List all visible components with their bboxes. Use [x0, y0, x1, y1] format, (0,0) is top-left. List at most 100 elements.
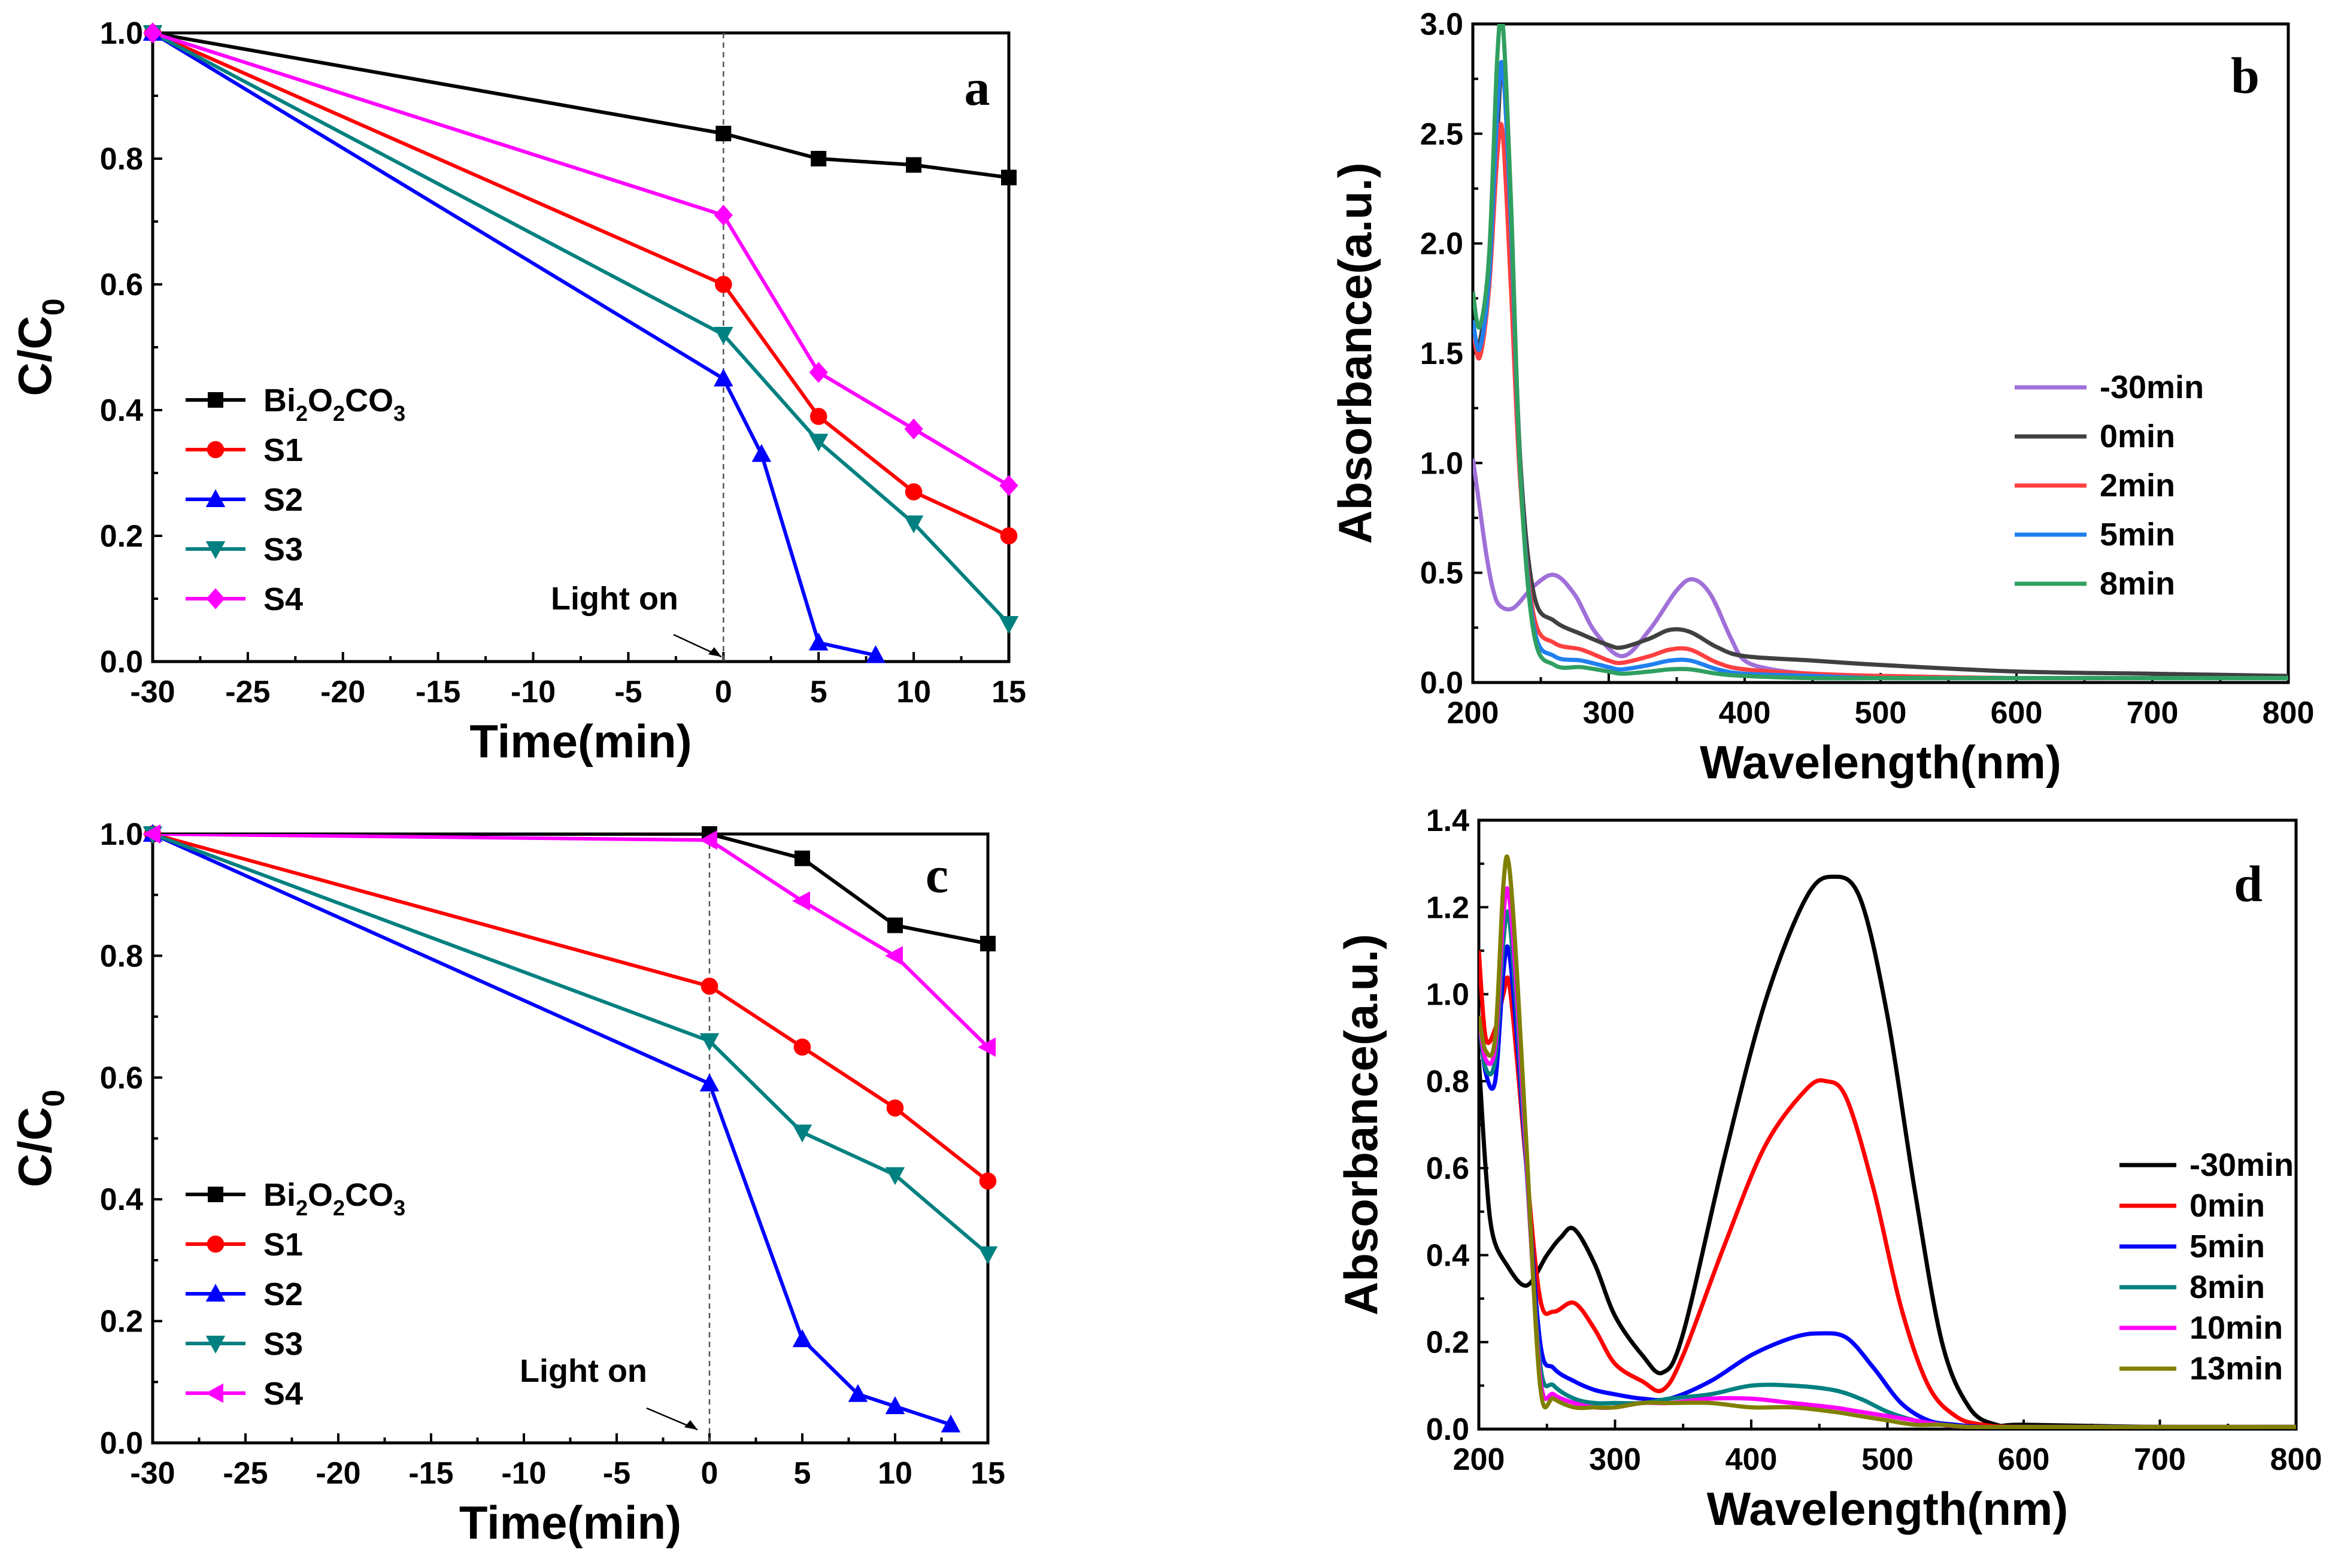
x-tick-label: -10	[501, 1456, 546, 1491]
series-line-8min	[1473, 24, 2288, 681]
data-point-S2	[751, 444, 772, 462]
x-tick-label: -5	[603, 1456, 630, 1491]
y-tick-label: 2.0	[1420, 227, 1463, 262]
panel-c: -30 -25 -20 -15 -10 -5 0 5 10 15 0.0 0.2 0.4 0.6 0.8 1.…	[8, 817, 1005, 1549]
y-tick-label: 1.0	[100, 16, 143, 51]
data-point-S2	[866, 645, 885, 663]
series-line-S2	[153, 834, 951, 1427]
panel-letter: c	[926, 846, 948, 903]
x-axis-label: Wavelength(nm)	[1707, 1482, 2069, 1535]
data-point-S2	[699, 1073, 720, 1091]
legend-label: Bi2O2CO3	[263, 383, 405, 426]
x-tick-label: -25	[223, 1456, 268, 1491]
x-tick-label: 600	[1998, 1442, 2050, 1477]
series-line-10min	[1479, 886, 2296, 1429]
data-point-S3	[792, 1124, 812, 1143]
light-on-label: Light on	[551, 581, 678, 617]
x-tick-label: -30	[130, 1456, 175, 1491]
x-tick-label: 200	[1453, 1442, 1505, 1477]
data-point-S1	[715, 275, 732, 293]
data-point-S2	[808, 632, 829, 651]
data-point-S4	[714, 204, 733, 226]
y-tick-label: 0.6	[1426, 1151, 1469, 1186]
x-tick-label: 600	[1991, 696, 2043, 730]
x-tick-label: 15	[971, 1456, 1005, 1491]
y-tick-label: 0.4	[1426, 1238, 1469, 1273]
light-on-arrowhead	[684, 1420, 698, 1430]
x-tick-label: 15	[991, 675, 1026, 709]
legend-marker	[205, 541, 226, 559]
x-tick-label: 0	[701, 1456, 718, 1491]
y-tick-label: 2.5	[1420, 117, 1463, 151]
data-point-S3	[978, 1246, 998, 1264]
y-tick-label: 0.2	[100, 1305, 143, 1339]
x-tick-label: -20	[316, 1456, 360, 1491]
series-line-Bi2O2CO3	[153, 33, 1009, 180]
y-tick-label: 0.5	[1420, 556, 1463, 591]
y-tick-label: 1.0	[1420, 446, 1463, 481]
x-tick-label: 5	[810, 675, 827, 709]
x-axis-label: Time(min)	[459, 1496, 681, 1549]
data-point-S4	[904, 418, 923, 440]
panel-letter: b	[2231, 47, 2260, 104]
data-point-S1	[1000, 527, 1018, 545]
panel-letter: a	[965, 59, 990, 116]
y-axis-label: C/C0	[8, 1090, 71, 1187]
panel-b: 200 300 400 500 600 700 800 0.0 0.5 1.0 1.5 2.0 2.5 3…	[1329, 7, 2314, 788]
legend-marker	[205, 1336, 226, 1354]
data-point-Bi2O2CO3	[715, 126, 732, 141]
legend-label: S3	[263, 1326, 303, 1362]
legend-label: S1	[263, 432, 303, 468]
x-tick-label: 10	[878, 1456, 912, 1491]
y-tick-label: 0.6	[100, 268, 143, 302]
data-point-S2	[941, 1414, 961, 1433]
legend-label: S4	[263, 581, 303, 617]
data-point-Bi2O2CO3	[906, 157, 922, 173]
legend-label: S1	[263, 1227, 303, 1263]
x-tick-label: 800	[2263, 696, 2315, 730]
data-point-S3	[903, 515, 924, 533]
y-tick-label: 0.4	[100, 1182, 143, 1217]
data-point-S1	[905, 483, 923, 501]
x-tick-label: 700	[2127, 696, 2179, 730]
y-tick-label: 0.0	[100, 1426, 143, 1461]
y-axis-label: Absorbance(a.u.)	[1329, 162, 1381, 544]
data-point-S2	[885, 1396, 905, 1414]
legend-label: S2	[263, 1276, 303, 1312]
legend-marker	[208, 1187, 223, 1202]
data-point-S4	[143, 22, 162, 44]
data-point-S4	[792, 891, 810, 911]
x-tick-label: 200	[1447, 696, 1499, 730]
data-point-S3	[999, 616, 1019, 634]
data-point-S1	[886, 1099, 904, 1117]
legend: Bi2O2CO3 S1 S2 S3 S4	[186, 383, 405, 617]
data-point-S4	[142, 824, 160, 844]
legend: Bi2O2CO3 S1 S2 S3 S4	[186, 1177, 405, 1412]
y-tick-label: 3.0	[1420, 7, 1463, 42]
data-point-S1	[700, 977, 718, 995]
data-point-S3	[808, 433, 829, 452]
legend-label: 8min	[2100, 566, 2175, 602]
legend-marker	[205, 1383, 223, 1403]
x-tick-label: 300	[1583, 696, 1635, 730]
x-tick-label: 0	[715, 675, 732, 709]
data-point-S3	[714, 327, 733, 345]
data-point-S4	[809, 362, 828, 383]
y-tick-label: 1.5	[1420, 336, 1463, 371]
x-tick-label: -25	[225, 675, 270, 709]
data-point-Bi2O2CO3	[811, 151, 827, 166]
legend-label: -30min	[2100, 369, 2204, 405]
y-tick-label: 1.0	[100, 817, 143, 852]
y-tick-label: 0.0	[1426, 1412, 1469, 1447]
data-point-S2	[792, 1329, 812, 1348]
data-point-Bi2O2CO3	[794, 850, 810, 866]
data-point-S1	[809, 408, 827, 425]
legend-marker	[205, 489, 226, 507]
y-tick-label: 0.2	[100, 519, 143, 554]
legend: -30min 0min 2min 5min 8min	[2015, 369, 2204, 602]
series-group	[1479, 854, 2296, 1429]
x-tick-label: -30	[130, 675, 175, 709]
legend-label: 10min	[2189, 1310, 2283, 1346]
legend-marker	[207, 441, 225, 459]
x-axis-label: Wavelength(nm)	[1700, 736, 2061, 788]
